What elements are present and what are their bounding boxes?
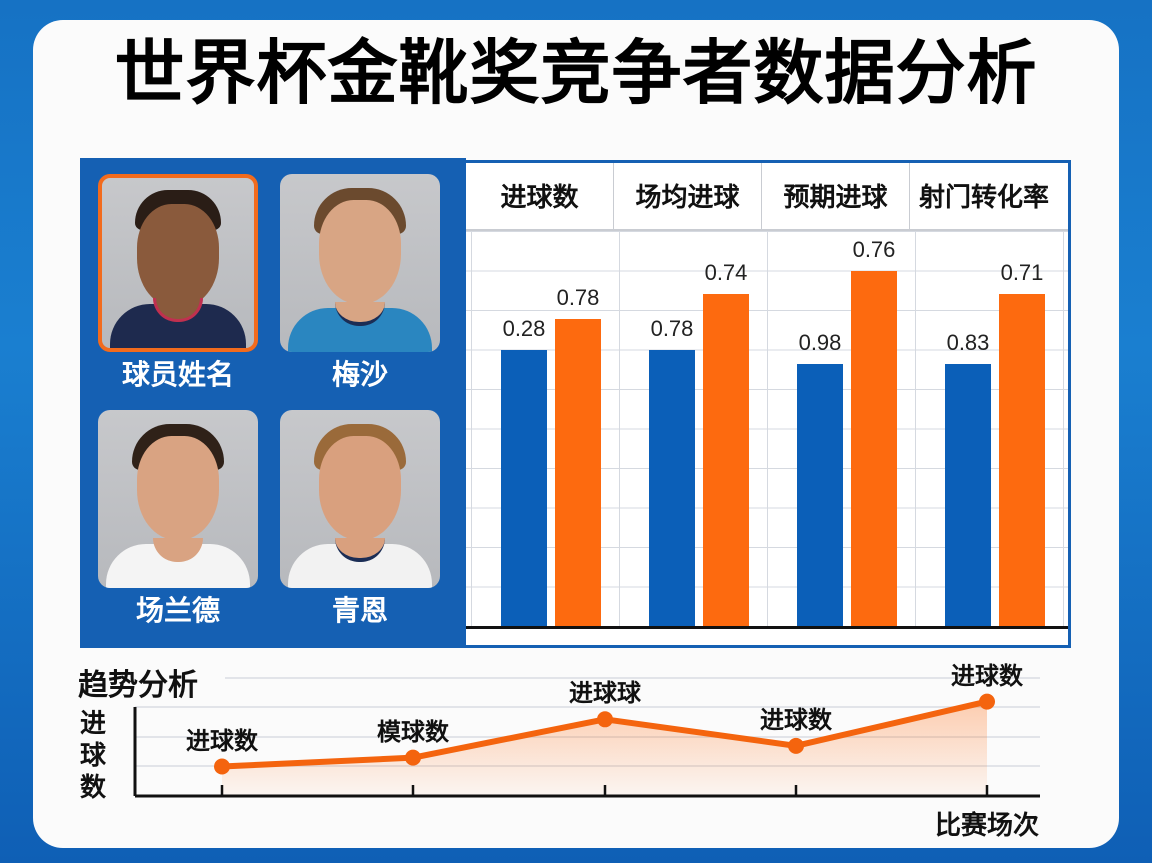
bar-chart: 进球数 场均进球 预期进球 射门转化率 0.28 0.78 0.78 0.74 0.98… (466, 160, 1071, 648)
bar-orange (555, 319, 601, 626)
bar-value-label: 0.78 (650, 316, 694, 341)
trend-title: 趋势分析 (78, 668, 198, 703)
trend-point (979, 693, 995, 710)
x-axis-label: 比赛场次 (935, 811, 1040, 841)
bar-blue (945, 364, 991, 626)
bar-value-label: 0.74 (704, 260, 748, 285)
trend-point-label: 进球数 (760, 705, 832, 734)
category-header: 进球数 (466, 163, 614, 229)
category-header: 预期进球 (762, 163, 910, 229)
bar-value-label: 0.76 (852, 237, 896, 262)
player-photo (280, 410, 440, 588)
bars-area: 0.28 0.78 0.78 0.74 0.98 0.76 0.83 0.71 (466, 231, 1068, 626)
trend-point (214, 758, 230, 775)
player-card[interactable]: 场兰德 (94, 410, 262, 627)
bar-blue (501, 350, 547, 626)
player-name: 场兰德 (135, 594, 220, 627)
player-name: 球员姓名 (121, 358, 234, 391)
player-name: 梅沙 (331, 358, 388, 391)
player-card[interactable]: 梅沙 (276, 174, 444, 391)
player-photo (98, 410, 258, 588)
trend-point-label: 进球球 (569, 679, 641, 708)
bar-value-label: 0.28 (502, 316, 546, 341)
bar-value-label: 0.83 (946, 330, 990, 355)
player-name: 青恩 (331, 594, 388, 627)
trend-point (597, 711, 613, 728)
player-photo (280, 174, 440, 352)
chart-header: 进球数 场均进球 预期进球 射门转化率 (466, 163, 1068, 231)
bar-value-label: 0.78 (556, 285, 600, 310)
trend-point (405, 749, 421, 766)
category-header: 场均进球 (614, 163, 762, 229)
bar-orange (703, 294, 749, 626)
trend-point-label: 模球数 (377, 717, 449, 746)
bar-orange (999, 294, 1045, 626)
y-axis-label: 进球数 (79, 709, 106, 803)
bar-value-label: 0.98 (798, 330, 842, 355)
player-card[interactable]: 球员姓名 (94, 174, 262, 391)
trend-point (788, 737, 804, 754)
bar-blue (649, 350, 695, 626)
player-photo (98, 174, 258, 352)
trend-point-label: 进球数 (186, 726, 258, 755)
bar-orange (851, 271, 897, 626)
x-axis-line (466, 626, 1068, 629)
category-header: 射门转化率 (918, 183, 1049, 213)
page-title: 世界杯金靴奖竞争者数据分析 (114, 32, 1038, 114)
player-panel: 球员姓名 梅沙 场兰德 青恩 (80, 158, 466, 648)
trend-point-label: 进球数 (951, 661, 1023, 690)
player-card[interactable]: 青恩 (276, 410, 444, 627)
bar-blue (797, 364, 843, 626)
bar-value-label: 0.71 (1000, 260, 1044, 285)
